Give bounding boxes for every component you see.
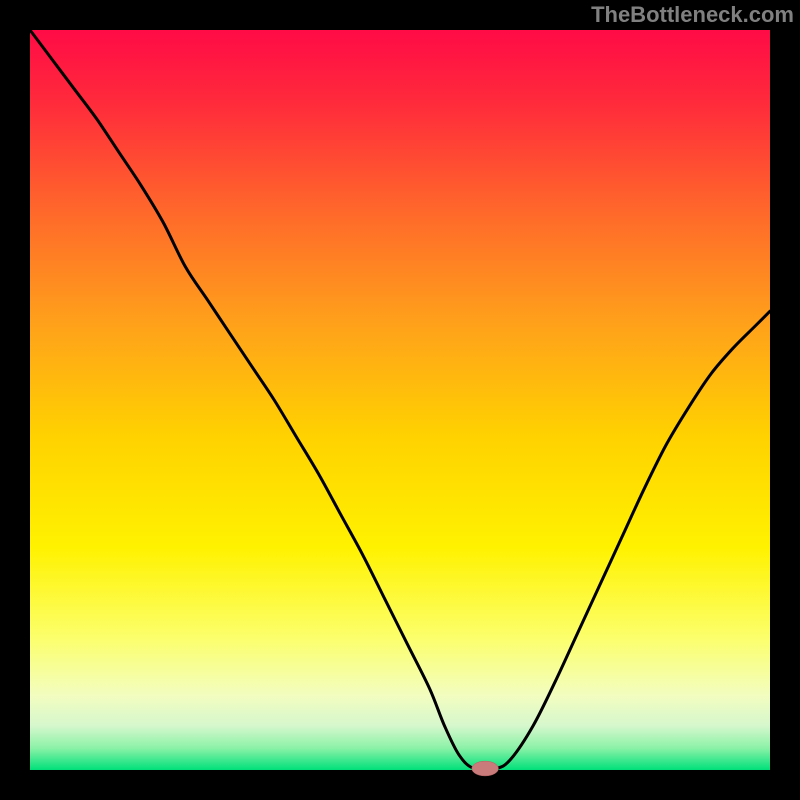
chart-plot-background (30, 30, 770, 770)
bottleneck-chart (0, 0, 800, 800)
chart-container: TheBottleneck.com (0, 0, 800, 800)
optimal-point-marker (472, 761, 499, 776)
watermark-label: TheBottleneck.com (591, 2, 794, 28)
